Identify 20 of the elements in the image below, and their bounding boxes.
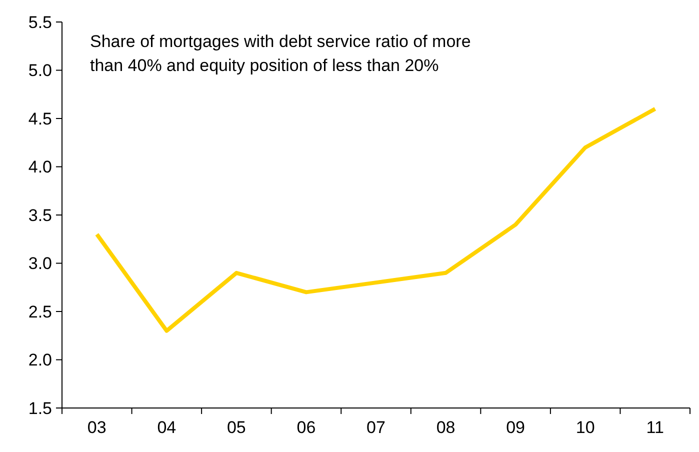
y-tick-label: 3.5 [28,206,52,225]
y-tick-label: 4.0 [28,158,52,177]
x-tick-label: 04 [157,418,176,437]
y-tick-label: 4.5 [28,109,52,128]
y-tick-label: 5.0 [28,61,52,80]
x-tick-label: 05 [226,418,246,437]
x-tick-label: 09 [506,418,526,437]
y-tick-label: 1.5 [28,398,52,418]
y-tick-label: 2.0 [28,350,52,370]
x-tick-label: 10 [576,418,595,437]
y-tick-label: 3.0 [28,254,52,274]
text: Share of mortgages with debt service ratio of more than 40% and equity position of less than 20% [90,32,471,75]
x-tick-label: 08 [436,418,456,437]
x-tick-label: 03 [87,418,106,437]
y-tick-label: 2.5 [28,302,52,322]
line-series [94,106,658,333]
x-tick-label: 11 [646,418,664,437]
x-tick-label: 07 [366,418,386,437]
x-tick-label: 06 [296,418,316,437]
y-tick-label: 5.5 [28,12,52,32]
